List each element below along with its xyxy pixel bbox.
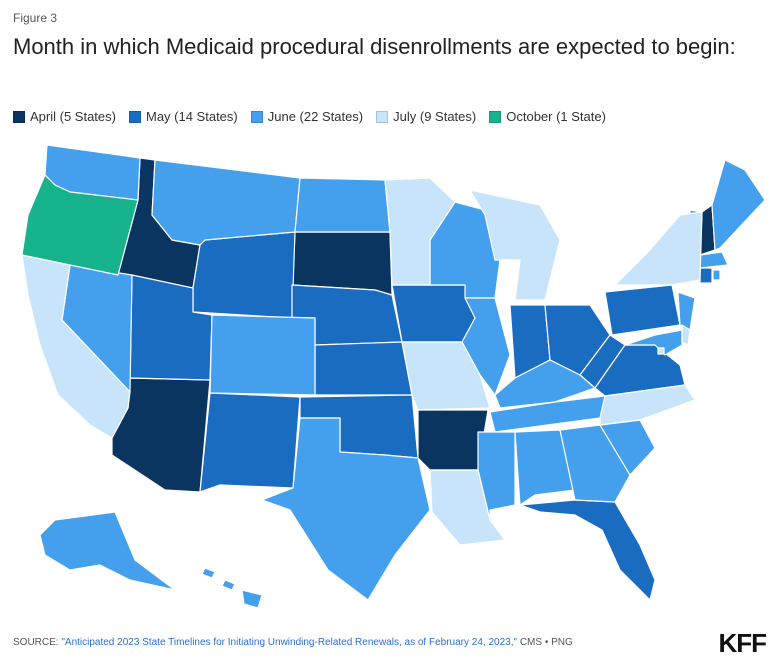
state-nd[interactable] <box>294 177 391 233</box>
us-choropleth-map <box>21 144 766 609</box>
state-il[interactable] <box>461 297 511 396</box>
state-ct[interactable] <box>699 267 713 284</box>
legend-swatch-april <box>13 110 25 123</box>
legend-swatch-june <box>250 110 263 123</box>
legend-swatch-july <box>376 110 389 123</box>
state-la[interactable] <box>429 469 506 546</box>
state-ak[interactable] <box>39 511 176 591</box>
legend-label-july: July (9 States) <box>393 109 477 124</box>
state-ri[interactable] <box>712 269 721 281</box>
state-co[interactable] <box>209 314 316 396</box>
state-nc[interactable] <box>599 384 696 426</box>
state-mo[interactable] <box>401 341 491 411</box>
legend-label-may: May (14 States) <box>145 109 238 124</box>
state-nm[interactable] <box>199 392 301 493</box>
state-md[interactable] <box>624 329 683 356</box>
state-pa[interactable] <box>604 284 681 336</box>
state-ny[interactable] <box>614 211 703 286</box>
legend-item-april: April (5 States) <box>13 109 116 124</box>
legend-label-june: June (22 States) <box>267 109 364 124</box>
state-ca[interactable] <box>21 254 131 439</box>
state-me[interactable] <box>711 159 766 251</box>
legend-label-april: April (5 States) <box>30 109 116 124</box>
state-ks[interactable] <box>314 341 413 396</box>
state-al[interactable] <box>514 429 576 506</box>
figure-label: Figure 3 <box>13 11 58 25</box>
state-dc[interactable] <box>657 347 665 355</box>
state-mi[interactable] <box>469 189 561 301</box>
state-hi[interactable] <box>201 567 263 609</box>
state-mt[interactable] <box>151 159 301 246</box>
legend-item-october: October (1 State) <box>489 109 606 124</box>
legend: April (5 States) May (14 States) June (2… <box>13 109 606 124</box>
page-title: Month in which Medicaid procedural disen… <box>13 34 736 59</box>
state-mn[interactable] <box>384 177 456 286</box>
legend-item-july: July (9 States) <box>376 109 476 124</box>
source-suffix: CMS • PNG <box>517 637 573 648</box>
state-ia[interactable] <box>391 284 476 343</box>
state-ma[interactable] <box>699 251 729 269</box>
state-ky[interactable] <box>494 359 596 409</box>
kff-logo: KFF <box>718 628 767 658</box>
state-fl[interactable] <box>519 499 656 601</box>
legend-item-may: May (14 States) <box>128 109 238 124</box>
state-ga[interactable] <box>559 424 631 503</box>
state-wy[interactable] <box>192 231 296 319</box>
legend-swatch-october <box>489 110 502 123</box>
source-footer: SOURCE: "Anticipated 2023 State Timeline… <box>13 637 573 648</box>
legend-item-june: June (22 States) <box>250 109 364 124</box>
source-link[interactable]: "Anticipated 2023 State Timelines for In… <box>61 637 518 648</box>
legend-label-october: October (1 State) <box>506 109 606 124</box>
state-tx[interactable] <box>261 417 431 601</box>
state-de[interactable] <box>681 324 691 346</box>
source-prefix: SOURCE: <box>13 637 62 648</box>
legend-swatch-may <box>128 110 141 123</box>
state-or[interactable] <box>21 174 139 276</box>
state-nj[interactable] <box>677 291 696 331</box>
